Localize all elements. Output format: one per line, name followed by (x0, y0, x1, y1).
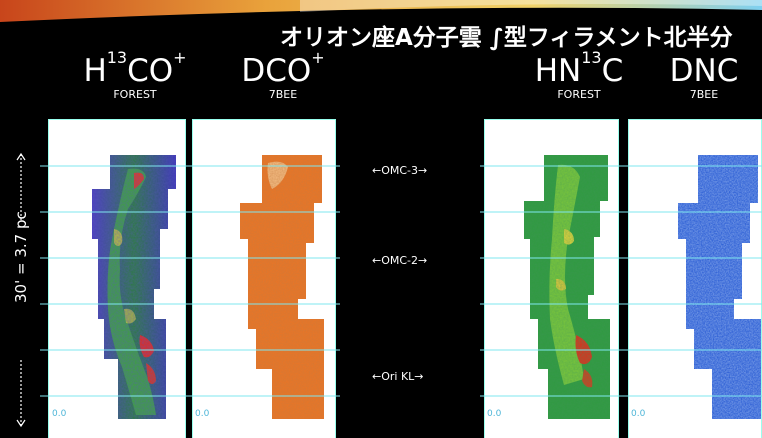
slide-title: オリオン座A分子雲 ∫型フィラメント北半分 (280, 25, 733, 51)
panel-label-dco: DCO+ 7BEE (228, 48, 338, 102)
hn13c-intensity-map (524, 155, 610, 419)
coord-label-h13co: 0.0 (52, 409, 67, 419)
coord-label-hn13c: 0.0 (487, 409, 502, 419)
molecule-name: H13CO+ (83, 48, 187, 89)
instrument-label: 7BEE (268, 88, 298, 101)
panel-label-h13co: H13CO+ FOREST (70, 48, 200, 102)
scale-bar (16, 152, 26, 428)
coord-label-dco: 0.0 (195, 409, 210, 419)
panel-label-hn13c: HN13C FOREST (514, 48, 644, 102)
scale-label: 30' = 3.7 pc (12, 211, 30, 303)
map-panel-dco (192, 119, 336, 438)
region-label-omc2: ←OMC-2→ (372, 254, 428, 267)
map-panel-hn13c (484, 119, 619, 438)
molecule-name: HN13C (534, 48, 624, 89)
instrument-label: FOREST (557, 88, 601, 101)
instrument-label: 7BEE (689, 88, 719, 101)
coord-label-dnc: 0.0 (631, 409, 646, 419)
region-label-omc3: ←OMC-3→ (372, 164, 428, 177)
header-ribbon (0, 0, 762, 22)
map-panel-dnc (628, 119, 762, 438)
molecule-name: DNC (669, 53, 739, 89)
map-panel-h13co (48, 119, 186, 438)
panel-label-dnc: DNC 7BEE (654, 54, 754, 102)
dnc-intensity-map (678, 155, 762, 419)
dco-intensity-map (240, 155, 324, 419)
h13co-intensity-map (92, 155, 176, 419)
molecule-name: DCO+ (241, 48, 325, 89)
region-label-ori-kl: ←Ori KL→ (372, 370, 424, 383)
instrument-label: FOREST (113, 88, 157, 101)
